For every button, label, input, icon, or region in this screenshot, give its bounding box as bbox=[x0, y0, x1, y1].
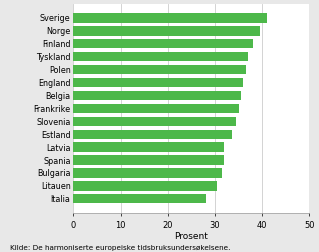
Text: Kilde: De harmoniserte europeiske tidsbruksundersøkelsene.: Kilde: De harmoniserte europeiske tidsbr… bbox=[10, 245, 230, 251]
Bar bbox=[73, 117, 236, 126]
Bar bbox=[73, 155, 225, 165]
Bar bbox=[73, 168, 222, 178]
Bar bbox=[73, 181, 217, 191]
Bar bbox=[73, 39, 253, 48]
X-axis label: Prosent: Prosent bbox=[174, 232, 208, 241]
Bar bbox=[73, 13, 267, 23]
Bar bbox=[73, 26, 260, 36]
Bar bbox=[73, 91, 241, 100]
Bar bbox=[73, 130, 232, 139]
Bar bbox=[73, 52, 248, 61]
Bar bbox=[73, 78, 243, 87]
Bar bbox=[73, 104, 239, 113]
Bar bbox=[73, 194, 205, 203]
Bar bbox=[73, 65, 246, 74]
Bar bbox=[73, 142, 225, 152]
